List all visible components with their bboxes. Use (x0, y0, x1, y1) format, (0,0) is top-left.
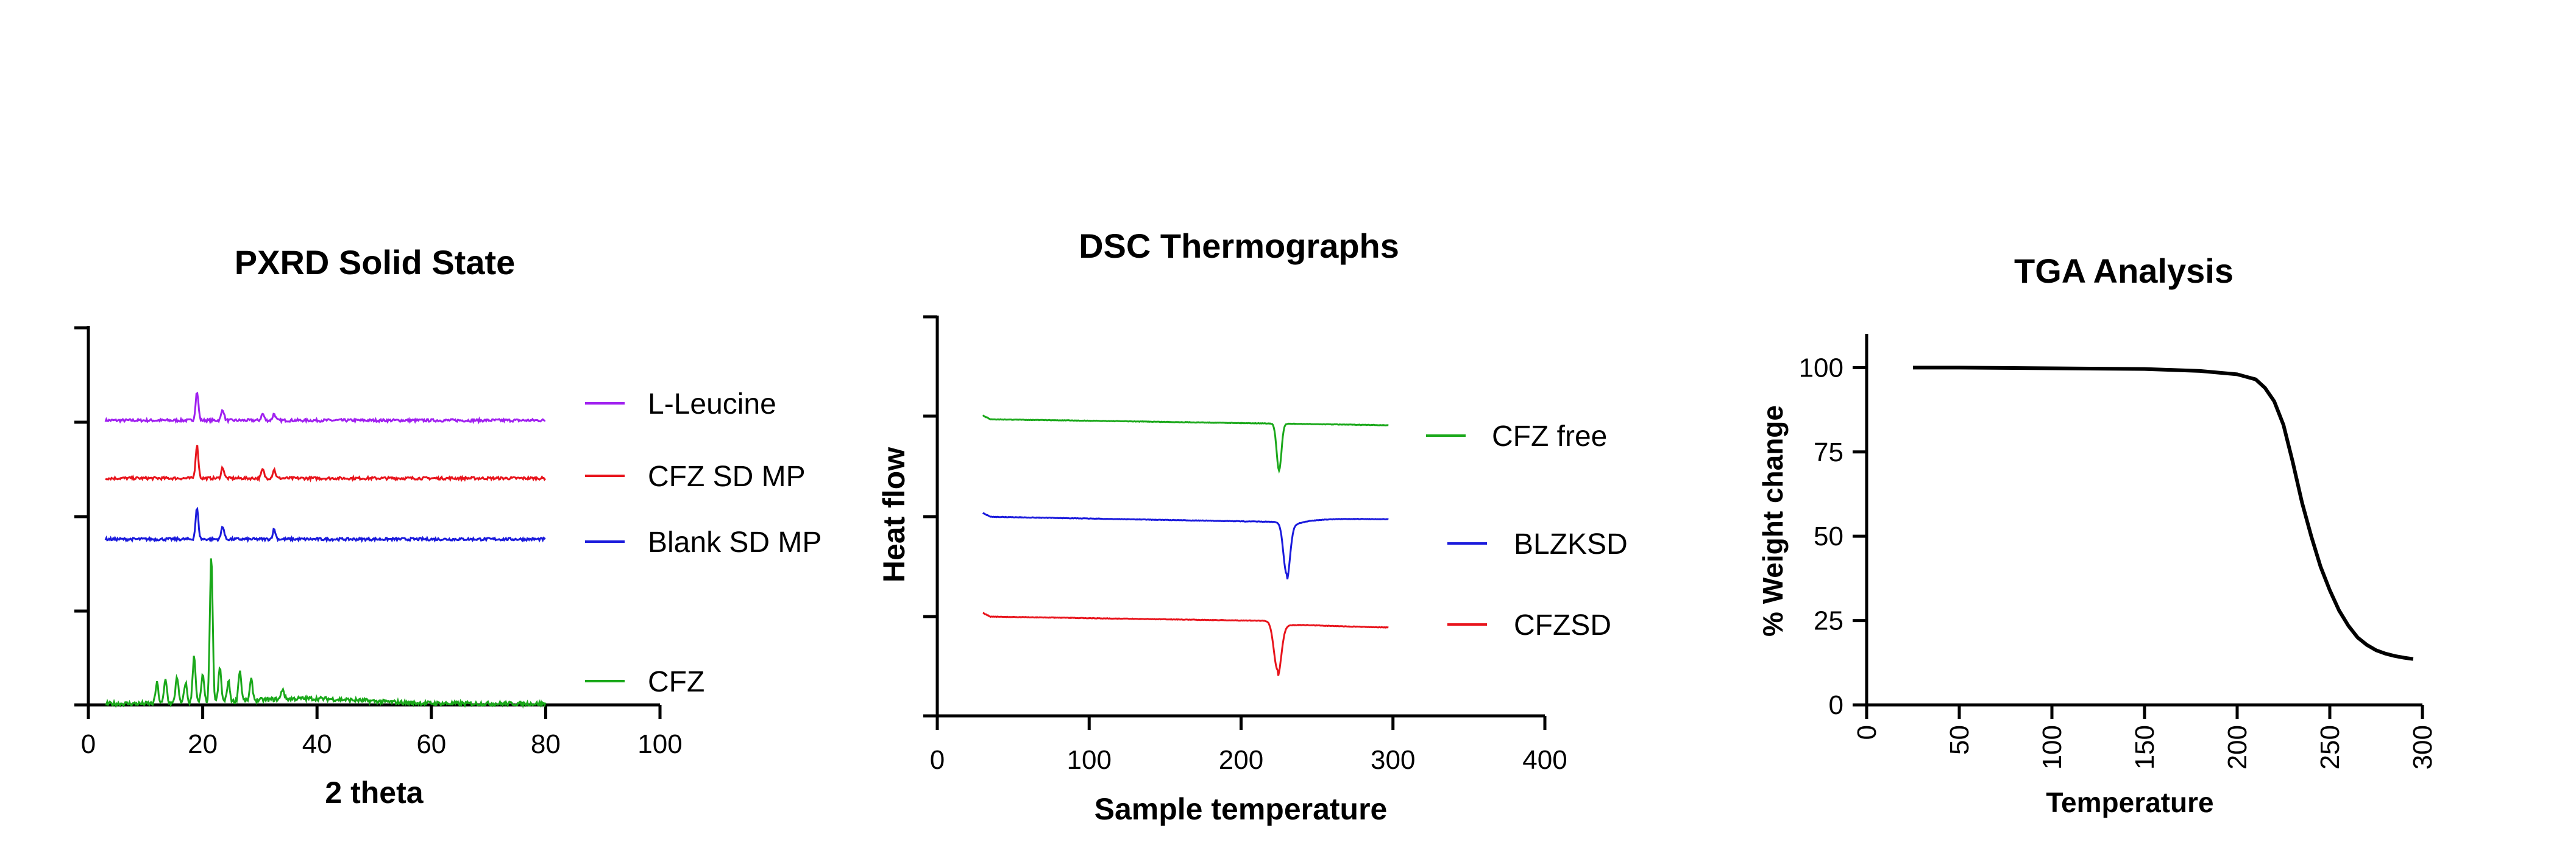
dsc-x-ticks: 0 100 200 300 400 (930, 716, 1567, 775)
x-tick-label: 40 (302, 729, 332, 759)
x-tick-label: 150 (2130, 725, 2160, 769)
x-tick-label: 0 (930, 745, 945, 775)
x-tick-label: 80 (531, 729, 561, 759)
x-tick-label: 20 (188, 729, 218, 759)
series-line-cfzsd (982, 612, 1389, 676)
tga-x-axis-label: Temperature (2046, 787, 2213, 818)
dsc-x-axis-label: Sample temperature (1095, 792, 1388, 826)
series-line-blzksd (982, 512, 1389, 579)
x-tick-label: 300 (1371, 745, 1415, 775)
tga-panel: TGA Analysis 0 25 50 75 100 0 50 100 150 200 250 3… (1757, 252, 2438, 818)
series-line-tga (1913, 366, 2414, 661)
legend-label-l-leucine: L-Leucine (648, 388, 776, 420)
legend-label-cfz: CFZ (648, 666, 704, 698)
tga-y-ticks: 0 25 50 75 100 (1799, 353, 1867, 720)
tga-x-ticks: 0 50 100 150 200 250 300 (1852, 705, 2438, 769)
series-line-cfz (105, 558, 547, 709)
dsc-legend: CFZ free BLZKSD CFZSD (1426, 420, 1628, 642)
x-tick-label: 300 (2408, 725, 2438, 769)
pxrd-legend: L-Leucine CFZ SD MP Blank SD MP CFZ (585, 388, 821, 698)
x-tick-label: 250 (2315, 725, 2345, 769)
x-tick-label: 0 (1852, 725, 1882, 740)
legend-label-blzksd: BLZKSD (1514, 528, 1628, 561)
dsc-title: DSC Thermographs (1079, 227, 1399, 265)
y-tick-label: 25 (1814, 606, 1843, 636)
tga-title: TGA Analysis (2014, 252, 2234, 290)
dsc-series-lines (982, 414, 1389, 676)
pxrd-title: PXRD Solid State (235, 243, 516, 281)
y-tick-label: 50 (1814, 522, 1843, 551)
x-tick-label: 200 (2223, 725, 2252, 769)
pxrd-series-lines (104, 391, 547, 709)
tga-y-axis-label: % Weight change (1757, 405, 1789, 637)
pxrd-x-ticks: 0 20 40 60 80 100 (81, 705, 683, 759)
legend-label-cfzsd: CFZSD (1514, 609, 1611, 642)
legend-label-cfz-sd-mp: CFZ SD MP (648, 461, 806, 493)
x-tick-label: 0 (81, 729, 96, 759)
pxrd-y-ticks (74, 326, 88, 707)
x-tick-label: 50 (1945, 725, 1975, 755)
y-tick-label: 75 (1814, 437, 1843, 467)
series-line-l-leucine (104, 391, 546, 425)
x-tick-label: 60 (416, 729, 446, 759)
dsc-panel: DSC Thermographs 0 100 200 300 400 CFZ free … (877, 227, 1628, 826)
y-tick-label: 100 (1799, 353, 1843, 383)
pxrd-panel: PXRD Solid State 0 20 40 60 80 100 L-Leucine … (74, 243, 821, 810)
x-tick-label: 100 (637, 729, 682, 759)
series-line-cfz-free (982, 414, 1389, 474)
dsc-y-ticks (923, 315, 937, 718)
pxrd-x-axis-label: 2 theta (325, 776, 424, 810)
dsc-y-axis-label: Heat flow (877, 447, 911, 582)
tga-series-lines (1913, 366, 2414, 661)
y-tick-label: 0 (1829, 690, 1843, 720)
series-line-blank-sd-mp (104, 506, 546, 543)
x-tick-label: 100 (1067, 745, 1112, 775)
series-line-cfz-sd-mp (105, 445, 547, 483)
legend-label-cfz-free: CFZ free (1492, 420, 1607, 453)
x-tick-label: 100 (2037, 725, 2067, 769)
x-tick-label: 200 (1219, 745, 1263, 775)
legend-label-blank-sd-mp: Blank SD MP (648, 526, 821, 559)
x-tick-label: 400 (1522, 745, 1567, 775)
